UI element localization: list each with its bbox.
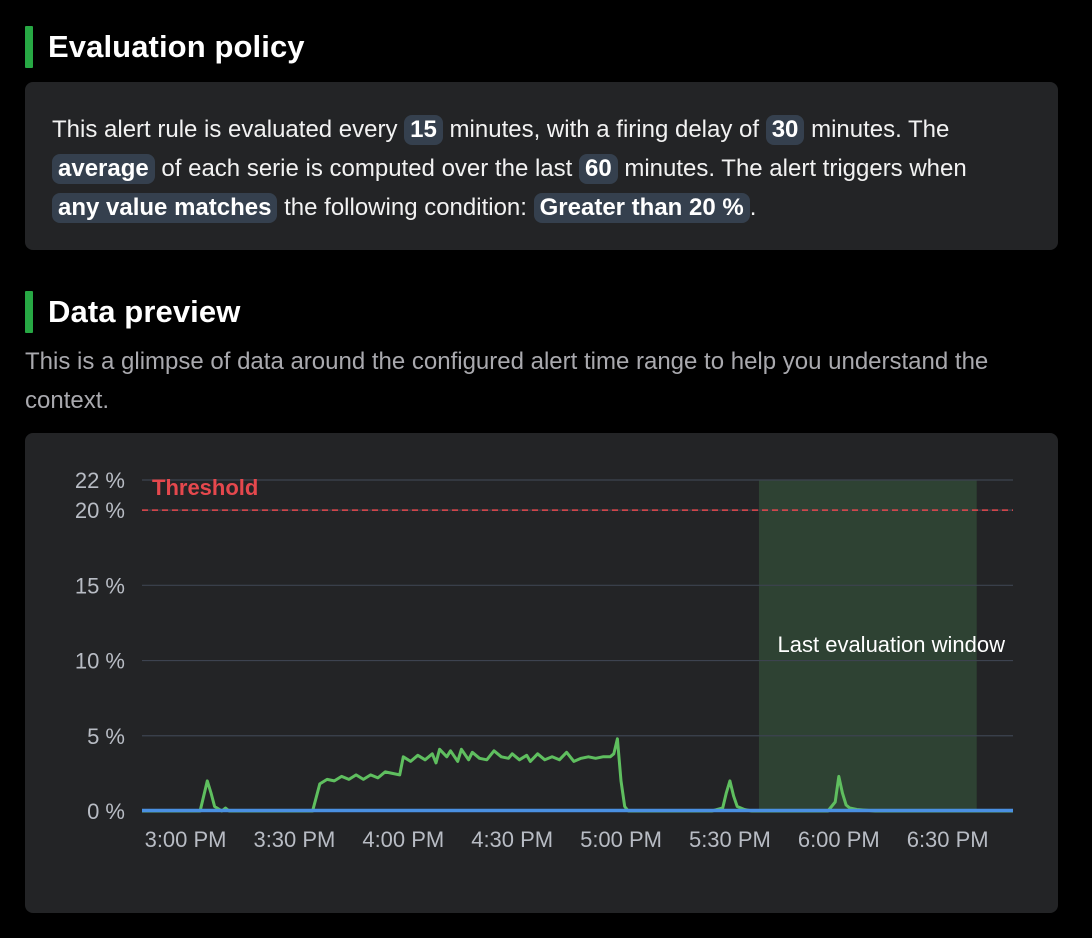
policy-text-segment: minutes, with a firing delay of	[442, 116, 766, 143]
x-tick-label: 4:00 PM	[362, 827, 444, 852]
y-tick-label: 20 %	[75, 498, 125, 523]
heading-accent-bar	[25, 26, 33, 68]
x-tick-label: 5:00 PM	[580, 827, 662, 852]
data-preview-description: This is a glimpse of data around the con…	[25, 348, 989, 414]
evaluation-window-band	[758, 480, 977, 811]
condition-value: Greater than 20 %	[533, 193, 750, 223]
heading-accent-bar	[25, 291, 33, 333]
firing-delay-value: 30	[765, 115, 805, 145]
policy-text-segment: minutes. The alert triggers when	[617, 155, 967, 182]
evaluation-policy-text: This alert rule is evaluated every 15 mi…	[52, 110, 1042, 227]
y-tick-label: 10 %	[75, 649, 125, 674]
match-mode-value: any value matches	[52, 193, 278, 223]
data-preview-heading: Data preview	[25, 291, 240, 333]
policy-text-segment: This alert rule is evaluated every	[52, 116, 405, 143]
policy-text-segment: of each serie is computed over the last	[154, 155, 579, 182]
x-tick-label: 3:00 PM	[145, 827, 227, 852]
y-tick-label: 15 %	[75, 573, 125, 598]
x-tick-label: 5:30 PM	[689, 827, 771, 852]
x-tick-label: 6:30 PM	[907, 827, 989, 852]
interval-value: 15	[404, 115, 443, 145]
y-tick-label: 0 %	[87, 799, 125, 824]
data-preview-chart-card: Last evaluation window Threshold 0 % 5 % 1…	[25, 433, 1058, 913]
evaluation-window-label: Last evaluation window	[778, 632, 1006, 657]
y-tick-label: 22 %	[75, 468, 125, 493]
evaluation-policy-title: Evaluation policy	[48, 29, 305, 64]
policy-text-segment: .	[749, 194, 757, 221]
policy-text-segment: the following condition:	[277, 194, 534, 221]
threshold-label: Threshold	[152, 475, 258, 500]
policy-text-segment: minutes. The	[804, 116, 950, 143]
evaluation-policy-card: This alert rule is evaluated every 15 mi…	[25, 82, 1058, 250]
data-preview-title: Data preview	[48, 294, 241, 329]
aggregation-value: average	[52, 154, 155, 184]
x-tick-label: 3:30 PM	[253, 827, 335, 852]
data-preview-chart: Last evaluation window Threshold 0 % 5 % 1…	[75, 468, 1013, 852]
window-value: 60	[578, 154, 618, 184]
y-tick-label: 5 %	[87, 724, 125, 749]
evaluation-policy-heading: Evaluation policy	[25, 26, 305, 68]
x-tick-label: 4:30 PM	[471, 827, 553, 852]
x-tick-label: 6:00 PM	[798, 827, 880, 852]
